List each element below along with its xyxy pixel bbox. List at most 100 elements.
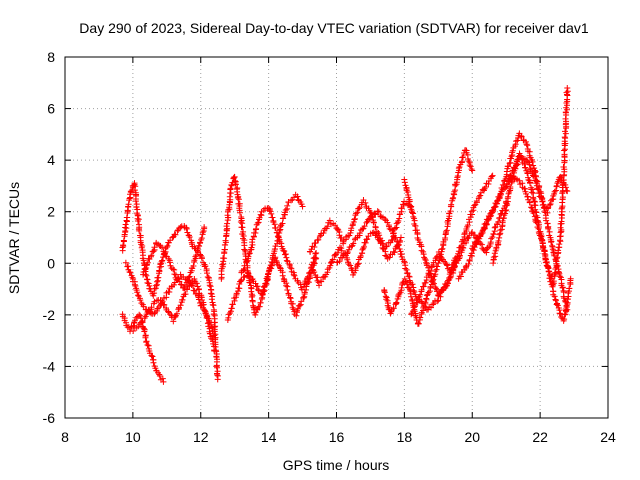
- data-point: [228, 305, 235, 312]
- data-point: [535, 186, 542, 193]
- data-point: [164, 242, 171, 249]
- data-point: [438, 246, 445, 253]
- data-point: [418, 247, 425, 254]
- data-point: [528, 189, 535, 196]
- data-point: [445, 277, 452, 284]
- data-point: [561, 134, 568, 141]
- data-point: [148, 352, 155, 359]
- data-point: [404, 281, 411, 288]
- data-point: [160, 378, 167, 385]
- data-point: [354, 261, 361, 268]
- data-point: [464, 235, 471, 242]
- data-point: [457, 244, 464, 251]
- data-point: [248, 288, 255, 295]
- data-point: [527, 180, 534, 187]
- data-point: [362, 239, 369, 246]
- data-point: [132, 198, 139, 205]
- data-point: [561, 295, 568, 302]
- data-point: [274, 229, 281, 236]
- data-point: [287, 295, 294, 302]
- data-point: [505, 163, 512, 170]
- data-point: [418, 286, 425, 293]
- data-point: [455, 165, 462, 172]
- series-track-d: [130, 276, 218, 354]
- data-point: [505, 175, 512, 182]
- data-point: [556, 241, 563, 248]
- data-point: [516, 152, 523, 159]
- grid-lines: [65, 57, 608, 418]
- data-point: [562, 184, 569, 191]
- data-point: [185, 274, 192, 281]
- data-point: [196, 243, 203, 250]
- data-point: [426, 270, 433, 277]
- data-point: [455, 248, 462, 255]
- data-point: [392, 234, 399, 241]
- data-point: [122, 221, 129, 228]
- data-point: [402, 265, 409, 272]
- data-point: [272, 225, 279, 232]
- data-point: [424, 292, 431, 299]
- data-point: [564, 88, 571, 95]
- data-point: [465, 260, 472, 267]
- data-point: [336, 258, 343, 265]
- series-track-g: [224, 254, 320, 324]
- data-point: [284, 286, 291, 293]
- data-point: [395, 242, 402, 249]
- data-point: [561, 147, 568, 154]
- data-point: [172, 231, 179, 238]
- data-point: [401, 258, 408, 265]
- data-point: [417, 291, 424, 298]
- data-point: [129, 274, 136, 281]
- data-point: [158, 244, 165, 251]
- data-point: [360, 245, 367, 252]
- data-point: [460, 154, 467, 161]
- data-point: [122, 259, 129, 266]
- data-point: [524, 158, 531, 165]
- data-point: [363, 236, 370, 243]
- data-point: [375, 208, 382, 215]
- data-point: [518, 133, 525, 140]
- series-track-h: [238, 204, 320, 293]
- data-point: [496, 194, 503, 201]
- data-point: [294, 305, 301, 312]
- x-tick-label: 16: [329, 429, 345, 445]
- data-point: [161, 301, 168, 308]
- data-point: [207, 290, 214, 297]
- data-point: [225, 311, 232, 318]
- data-point: [353, 210, 360, 217]
- data-point: [564, 188, 571, 195]
- data-point: [209, 301, 216, 308]
- data-point: [369, 214, 376, 221]
- data-point: [156, 372, 163, 379]
- data-point: [563, 89, 570, 96]
- data-point: [468, 166, 475, 173]
- data-point: [214, 376, 221, 383]
- data-point: [552, 297, 559, 304]
- data-point: [279, 272, 286, 279]
- data-point: [157, 243, 164, 250]
- data-point: [425, 264, 432, 271]
- data-point: [268, 265, 275, 272]
- data-point: [197, 252, 204, 259]
- series-track-e: [140, 224, 208, 291]
- data-point: [428, 274, 435, 281]
- data-point: [433, 285, 440, 292]
- data-point: [495, 237, 502, 244]
- data-point: [191, 287, 198, 294]
- data-point: [127, 188, 134, 195]
- data-point: [423, 295, 430, 302]
- data-point: [199, 229, 206, 236]
- data-point: [551, 188, 558, 195]
- data-point: [148, 304, 155, 311]
- data-point: [144, 259, 151, 266]
- data-point: [268, 262, 275, 269]
- data-point: [130, 328, 137, 335]
- data-point: [497, 211, 504, 218]
- data-point: [172, 313, 179, 320]
- data-point: [520, 155, 527, 162]
- data-point: [143, 338, 150, 345]
- data-point: [489, 234, 496, 241]
- data-point: [528, 204, 535, 211]
- data-point: [328, 259, 335, 266]
- data-point: [363, 219, 370, 226]
